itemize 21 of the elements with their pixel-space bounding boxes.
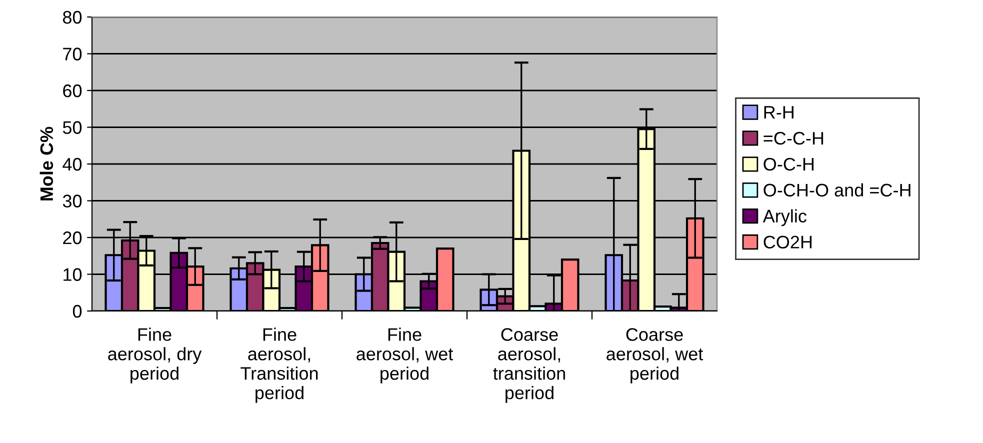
y-tick-label: 0: [72, 304, 82, 318]
y-tick-label: 30: [62, 194, 82, 208]
y-tick-label: 70: [63, 48, 82, 60]
y-tick-label: 20: [63, 231, 82, 244]
y-tick-label: 40: [62, 158, 82, 171]
x-tick-label: Fine aerosol, dry period: [108, 328, 202, 384]
y-axis-title: Mole C%: [40, 126, 54, 200]
legend-label: R-H: [764, 106, 794, 119]
x-tick-label: Coarse aerosol, transition period: [493, 328, 565, 403]
y-tick-label: 80: [62, 10, 82, 24]
x-tick-label: Fine aerosol, wet period: [356, 328, 454, 384]
x-tick-label: Fine aerosol, Transition period: [240, 328, 318, 403]
y-tick-label: 60: [63, 84, 82, 98]
y-tick-label: 10: [64, 268, 82, 281]
legend-label: Arylic: [762, 209, 806, 226]
legend-label: O-C-H: [764, 158, 814, 171]
legend-label: O-CH-O and =C-H: [764, 183, 910, 197]
x-tick-label: Coarse aerosol, wet period: [606, 328, 704, 384]
y-tick-label: 50: [62, 121, 82, 134]
legend-label: CO2H: [764, 236, 812, 248]
legend-label: =C-C-H: [764, 132, 824, 145]
